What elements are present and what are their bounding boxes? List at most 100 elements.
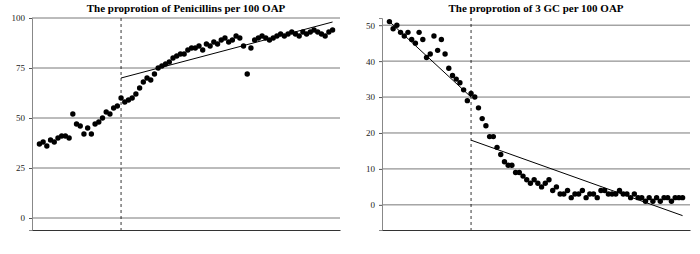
axis-line (379, 19, 383, 231)
point (483, 123, 488, 128)
point (509, 163, 514, 168)
plot-area (387, 18, 686, 230)
point (439, 37, 444, 42)
point (465, 98, 470, 103)
tick: 50 (366, 21, 382, 31)
y-axis: 0 10 20 30 40 50 (366, 19, 383, 231)
grid-line (32, 18, 340, 19)
tick: 30 (366, 92, 382, 102)
tick-label: 0 (21, 213, 26, 223)
tick-label: 40 (366, 56, 376, 66)
tick: 75 (16, 63, 32, 73)
tick-label: 10 (366, 164, 376, 174)
point (565, 188, 570, 193)
trend-line (121, 22, 333, 78)
panel: The proprotion of 3 GC per 100 OAP 0 10 20 3… (366, 2, 691, 231)
breakpoint-line (121, 18, 122, 230)
y-axis: 0255075100 (12, 13, 33, 230)
tick-mark (29, 218, 32, 219)
tick-mark (379, 205, 382, 206)
point (133, 91, 138, 96)
tick-mark (379, 133, 382, 134)
tick-mark (29, 168, 32, 169)
point (416, 30, 421, 35)
breakpoint-line (471, 18, 472, 230)
tick: 0 (21, 213, 33, 223)
point (237, 35, 242, 40)
point (167, 59, 172, 64)
tick-mark (29, 118, 32, 119)
grid-line (382, 132, 690, 133)
point (129, 95, 134, 100)
point (66, 135, 71, 140)
point (428, 51, 433, 56)
tick: 40 (366, 56, 382, 66)
chart-title: The proprotion of 3 GC per 100 OAP (448, 2, 623, 14)
tick-mark (379, 97, 382, 98)
point (152, 71, 157, 76)
tick-label: 20 (366, 128, 376, 138)
chart-root: The proprotion of Penicillins per 100 OA… (0, 0, 700, 254)
grid (32, 18, 340, 218)
plot-area (37, 18, 336, 230)
point (248, 45, 253, 50)
axis-line (33, 230, 341, 231)
point (200, 47, 205, 52)
tick-label: 50 (16, 113, 26, 123)
point (52, 139, 57, 144)
x-axis (33, 230, 341, 231)
tick-mark (379, 169, 382, 170)
point (330, 27, 335, 32)
point (405, 30, 410, 35)
scatter-series (37, 27, 336, 148)
grid-line (382, 61, 690, 62)
tick-label: 75 (16, 63, 26, 73)
point (141, 79, 146, 84)
point (442, 51, 447, 56)
tick-mark (379, 61, 382, 62)
point (44, 143, 49, 148)
point (107, 111, 112, 116)
point (476, 105, 481, 110)
grid-line (32, 218, 340, 219)
point (70, 111, 75, 116)
point (431, 33, 436, 38)
point (207, 43, 212, 48)
point (680, 195, 685, 200)
point (81, 131, 86, 136)
grid-line (382, 168, 690, 169)
point (100, 115, 105, 120)
tick: 100 (12, 13, 33, 23)
tick-mark (29, 68, 32, 69)
point (118, 95, 123, 100)
tick-mark (29, 18, 32, 19)
point (491, 134, 496, 139)
grid-line (32, 68, 340, 69)
point (472, 94, 477, 99)
point (222, 35, 227, 40)
point (296, 33, 301, 38)
point (181, 51, 186, 56)
point (148, 77, 153, 82)
tick: 50 (16, 113, 32, 123)
axis-line (29, 19, 33, 231)
scatter-series (387, 19, 686, 204)
tick: 10 (366, 164, 382, 174)
trend-line (471, 140, 683, 215)
grid-line (382, 97, 690, 98)
tick-label: 30 (366, 92, 376, 102)
x-axis (383, 230, 691, 231)
point (446, 66, 451, 71)
grid-line (32, 118, 340, 119)
grid (382, 25, 690, 205)
point (215, 41, 220, 46)
tick-label: 0 (371, 200, 376, 210)
point (85, 125, 90, 130)
point (96, 119, 101, 124)
point (435, 48, 440, 53)
grid-line (32, 168, 340, 169)
tick: 0 (371, 200, 383, 210)
chart-svg: The proprotion of Penicillins per 100 OA… (0, 0, 700, 254)
tick-label: 100 (12, 13, 26, 23)
tick: 20 (366, 128, 382, 138)
